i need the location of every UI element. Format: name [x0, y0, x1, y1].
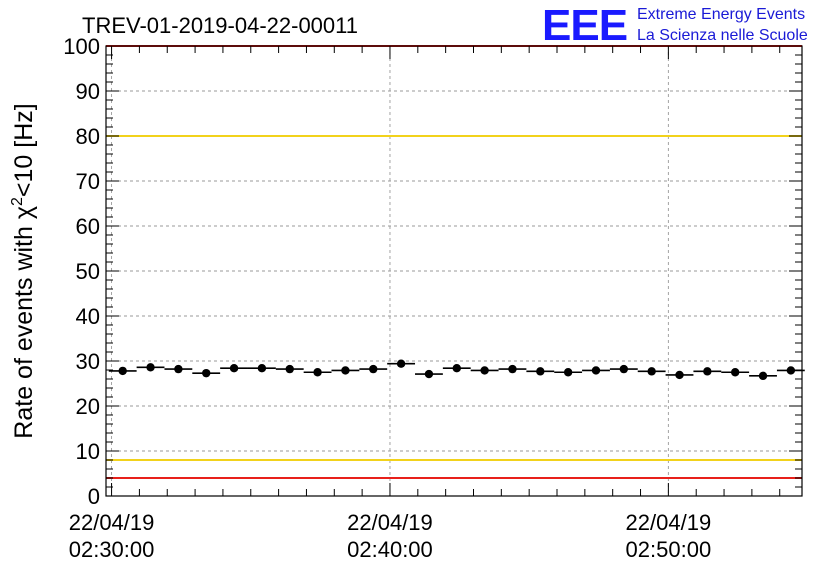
data-point — [508, 364, 517, 374]
x-tick-labels: 22/04/1902:30:0022/04/1902:40:0022/04/19… — [69, 510, 711, 562]
data-point — [703, 367, 712, 376]
x-tick-label-date: 22/04/19 — [69, 510, 155, 535]
data-point — [313, 368, 322, 377]
data-point — [257, 364, 267, 373]
y-tick-label: 60 — [76, 214, 100, 239]
data-point — [480, 366, 489, 375]
y-tick-label: 20 — [76, 394, 100, 419]
plot-frame — [105, 45, 803, 497]
data-point — [675, 370, 684, 380]
logo-caption-line2: La Scienza nelle Scuole — [637, 27, 808, 44]
x-tick-label-time: 02:30:00 — [69, 537, 155, 562]
y-tick-labels: 0 10 20 30 40 50 60 70 80 90 100 — [63, 34, 100, 509]
data-points — [108, 359, 805, 381]
y-tick-label: 50 — [76, 259, 100, 284]
eee-logo: EEE Extreme Energy Events La Scienza nel… — [542, 1, 808, 50]
data-point — [174, 364, 183, 374]
y-tick-label: 90 — [76, 79, 100, 104]
data-point — [285, 364, 294, 374]
logo-letters: EEE — [542, 1, 627, 50]
data-point — [341, 366, 350, 375]
y-axis-label: Rate of events with χ2<10 [Hz] — [9, 103, 38, 438]
y-axis-label-superscript: 2 — [9, 197, 26, 206]
axis-ticks — [106, 45, 802, 497]
data-point — [786, 366, 796, 375]
logo-caption-line1: Extreme Energy Events — [637, 6, 805, 23]
chart-title: TREV-01-2019-04-22-00011 — [82, 13, 358, 38]
y-tick-label: 10 — [76, 439, 100, 464]
y-axis-label-main: Rate of events with χ — [10, 206, 38, 439]
data-point — [146, 363, 155, 372]
data-point — [563, 368, 573, 377]
x-tick-label-date: 22/04/19 — [626, 510, 712, 535]
data-point — [758, 371, 768, 381]
data-point — [424, 369, 434, 379]
y-tick-label: 70 — [76, 169, 100, 194]
data-point — [118, 366, 127, 376]
y-tick-label: 80 — [76, 124, 100, 149]
x-tick-label-time: 02:40:00 — [347, 537, 433, 562]
x-tick-label-time: 02:50:00 — [626, 537, 712, 562]
data-point — [202, 368, 211, 378]
y-tick-label: 30 — [76, 349, 100, 374]
data-point — [452, 364, 461, 373]
y-axis-label-suffix: <10 [Hz] — [10, 103, 38, 197]
data-point — [229, 364, 239, 373]
y-tick-label: 100 — [63, 34, 100, 59]
data-point — [619, 364, 629, 374]
y-tick-label: 0 — [88, 484, 100, 509]
data-point — [396, 359, 406, 368]
data-point — [536, 367, 545, 376]
data-point — [369, 364, 378, 374]
y-tick-label: 40 — [76, 304, 100, 329]
data-point — [730, 368, 740, 377]
data-point — [647, 367, 656, 376]
x-tick-label-date: 22/04/19 — [347, 510, 433, 535]
data-point — [591, 366, 601, 375]
